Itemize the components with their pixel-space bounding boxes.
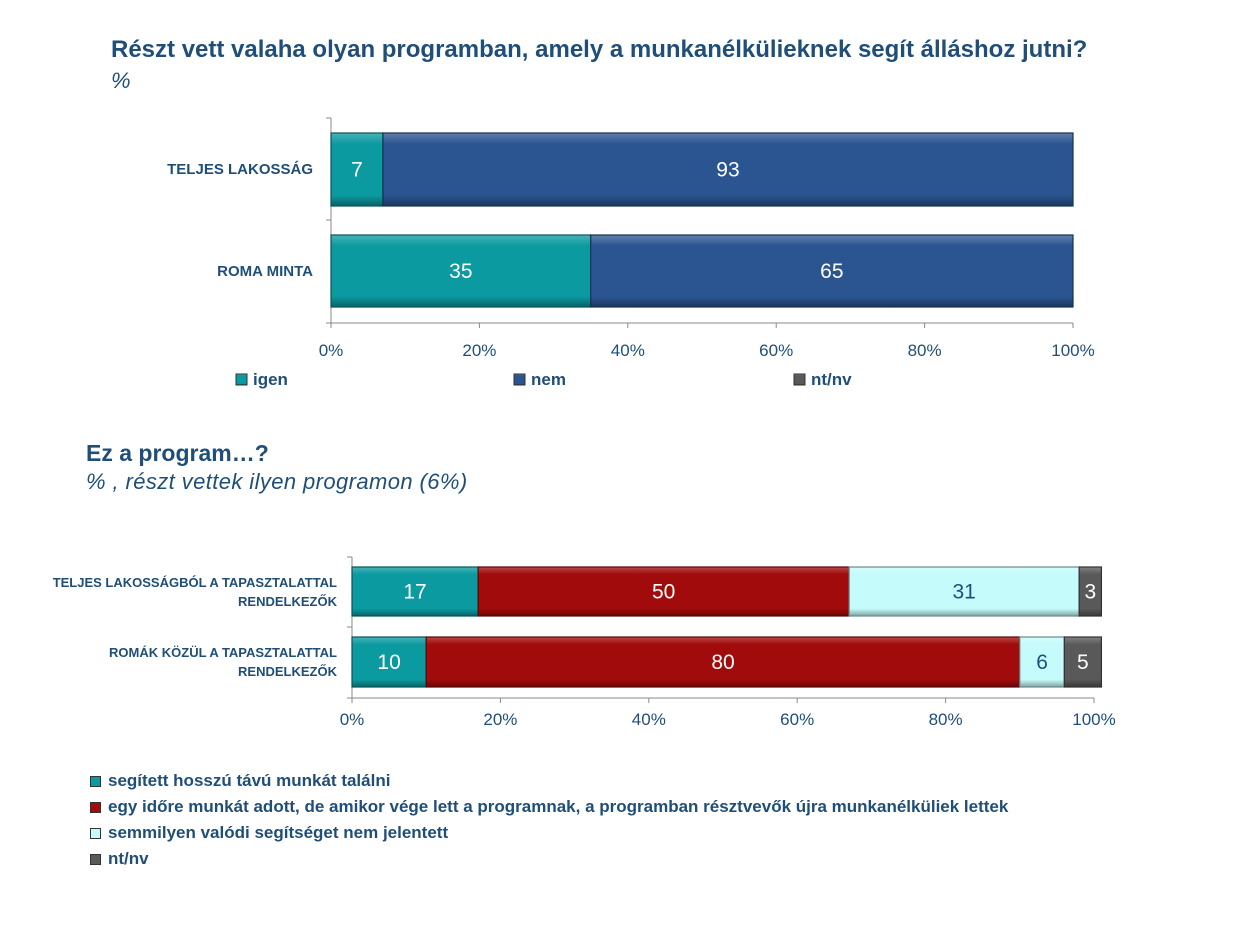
legend-item: nt/nv: [90, 846, 1008, 872]
data-label: 5: [1077, 651, 1089, 674]
legend-swatch: [90, 801, 101, 813]
bar-segment: [1078, 566, 1103, 617]
chart1-subtitle: %: [111, 68, 131, 93]
legend-item: nem: [513, 370, 566, 389]
chart-1: 0% 20% 40% 60% 80% 100% TELJES LAKOSSÁG 7 93 ROMA…: [167, 117, 1095, 360]
chart2-legend: segített hosszú távú munkát találni egy i…: [90, 768, 1008, 872]
legend-item: igen: [235, 370, 288, 389]
data-label: 35: [449, 260, 472, 283]
data-label: 65: [820, 260, 843, 283]
legend-swatch: [90, 775, 101, 787]
data-label: 10: [377, 651, 400, 674]
x-tick-label: 80%: [908, 341, 942, 360]
x-tick-label: 60%: [780, 710, 814, 729]
bar-segment: [330, 234, 592, 308]
bar-segment: [1019, 636, 1065, 688]
data-label: 31: [952, 581, 975, 604]
x-tick-label: 0%: [340, 710, 365, 729]
x-tick-label: 0%: [319, 341, 344, 360]
legend-label: nt/nv: [108, 849, 149, 868]
category-label: RENDELKEZŐK: [238, 594, 338, 609]
data-label: 7: [351, 159, 363, 182]
legend-swatch: [90, 827, 101, 839]
category-label: TELJES LAKOSSÁGBÓL A TAPASZTALATTAL: [53, 575, 337, 590]
legend-swatch: [513, 373, 526, 386]
category-label: RENDELKEZŐK: [238, 664, 338, 679]
legend-item: nt/nv: [793, 370, 852, 389]
legend-label: nt/nv: [811, 370, 852, 389]
legend-item: semmilyen valódi segítséget nem jelentet…: [90, 820, 1008, 846]
data-label: 50: [652, 581, 675, 604]
legend-swatch: [90, 853, 101, 865]
bar-segment: [848, 566, 1080, 617]
legend-label: egy időre munkát adott, de amikor vége l…: [108, 797, 1009, 816]
bar-segment: [477, 566, 850, 617]
legend-label: igen: [253, 370, 288, 389]
x-tick-label: 100%: [1072, 710, 1115, 729]
x-tick-label: 20%: [462, 341, 496, 360]
legend-swatch: [793, 373, 806, 386]
bar-segment: [351, 566, 479, 617]
data-label: 17: [403, 581, 426, 604]
legend-label: semmilyen valódi segítséget nem jelentet…: [108, 823, 449, 842]
x-tick-label: 60%: [759, 341, 793, 360]
category-label: TELJES LAKOSSÁG: [167, 161, 313, 178]
chart2-title: Ez a program…?: [86, 440, 269, 466]
bar-segment: [1063, 636, 1103, 688]
data-label: 6: [1036, 651, 1048, 674]
legend-label: segített hosszú távú munkát találni: [108, 771, 391, 790]
data-label: 93: [716, 159, 739, 182]
bar-segment: [382, 132, 1074, 207]
chart-2: 0% 20% 40% 60% 80% 100% TELJES LAKOSSÁGBÓL A T…: [53, 556, 1116, 729]
legend-item: segített hosszú távú munkát találni: [90, 768, 1008, 794]
chart1-title: Részt vett valaha olyan programban, amel…: [111, 36, 1088, 63]
data-label: 3: [1084, 581, 1096, 604]
bar-segment: [590, 234, 1074, 308]
legend-label: nem: [531, 370, 566, 389]
x-tick-label: 80%: [929, 710, 963, 729]
legend-swatch: [235, 373, 248, 386]
x-tick-label: 100%: [1051, 341, 1094, 360]
data-label: 80: [711, 651, 734, 674]
x-tick-label: 40%: [632, 710, 666, 729]
chart2-subtitle: % , részt vettek ilyen programon (6%): [86, 469, 468, 494]
x-tick-label: 20%: [483, 710, 517, 729]
bar-segment: [351, 636, 427, 688]
legend-item: egy időre munkát adott, de amikor vége l…: [90, 794, 1008, 820]
x-tick-label: 40%: [611, 341, 645, 360]
bar-segment: [330, 132, 384, 207]
bar-segment: [425, 636, 1021, 688]
category-label: ROMÁK KÖZÜL A TAPASZTALATTAL: [109, 645, 337, 660]
category-label: ROMA MINTA: [217, 263, 313, 280]
